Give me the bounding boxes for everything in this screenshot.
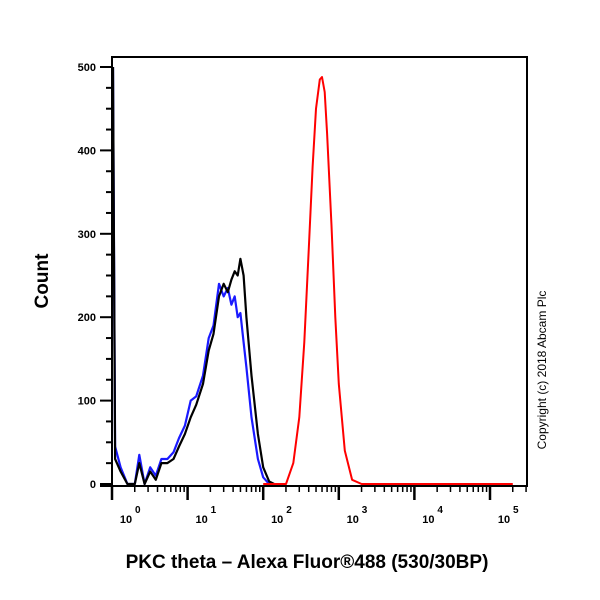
x-tick-label: 10: [422, 514, 434, 526]
y-tick-label: 400: [78, 145, 96, 157]
y-tick-label: 300: [78, 229, 96, 241]
x-tick-exponent: 3: [362, 505, 368, 516]
y-tick-label: 0: [90, 479, 96, 491]
y-tick-label: 500: [78, 62, 96, 74]
x-tick-label: 10: [120, 514, 132, 526]
x-tick-exponent: 5: [513, 505, 519, 516]
x-tick-label: 10: [498, 514, 510, 526]
series-line-0: [111, 66, 275, 486]
histogram-curves: [111, 66, 513, 486]
x-axis-label: PKC theta – Alexa Fluor®488 (530/30BP): [125, 552, 489, 573]
plot-frame: [111, 56, 528, 487]
y-tick-label: 200: [78, 312, 96, 324]
y-axis: 0 100 200 300 400 500: [78, 57, 113, 500]
x-tick-label: 10: [271, 514, 283, 526]
y-axis-label: Count: [32, 253, 53, 309]
copyright-notice: Copyright (c) 2018 Abcam Plc: [535, 290, 549, 450]
x-tick-label: 10: [347, 514, 359, 526]
x-tick-exponent: 1: [211, 505, 217, 516]
x-tick-label: 10: [195, 514, 207, 526]
series-line-2: [263, 76, 513, 485]
series-line-1: [111, 66, 271, 486]
x-tick-exponent: 4: [437, 505, 443, 516]
y-tick-label: 100: [78, 396, 96, 408]
x-tick-exponent: 2: [286, 505, 292, 516]
x-tick-exponent: 0: [135, 505, 141, 516]
